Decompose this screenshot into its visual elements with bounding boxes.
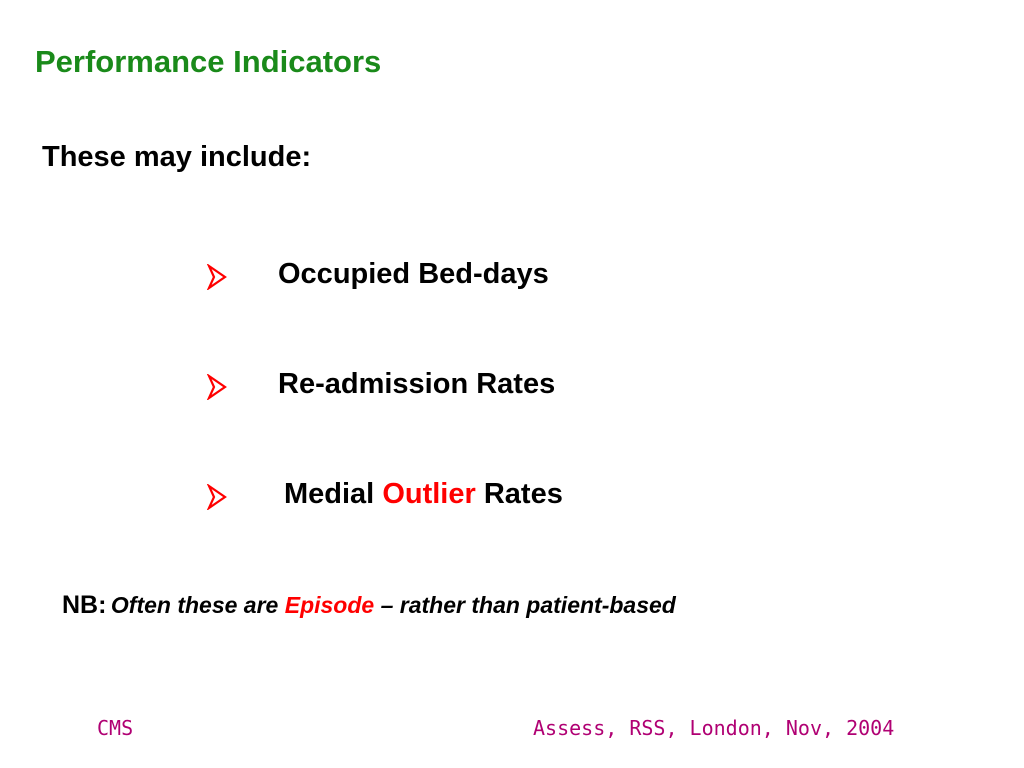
bullet-highlight: Outlier	[382, 478, 476, 510]
bullet-text: Medial Outlier Rates	[284, 478, 563, 511]
footer-right: Assess, RSS, London, Nov, 2004	[533, 716, 895, 740]
footer-left: CMS	[97, 716, 134, 740]
arrow-bullet-icon	[207, 264, 227, 290]
note: NB: Often these are Episode – rather tha…	[62, 591, 676, 620]
note-highlight: Episode	[284, 592, 375, 618]
bullet-text-after: Rates	[475, 478, 563, 510]
intro-text: These may include:	[42, 141, 312, 173]
bullet-text: Re-admission Rates	[278, 368, 555, 401]
arrow-bullet-icon	[207, 374, 227, 400]
slide-title: Performance Indicators	[35, 44, 382, 79]
note-text-after: – rather than patient-based	[374, 592, 676, 618]
arrow-bullet-icon	[207, 484, 227, 510]
bullet-text-before: Occupied Bed-days	[278, 258, 549, 290]
note-label: NB:	[62, 591, 107, 619]
bullet-text-before: Medial	[284, 478, 383, 510]
bullet-text: Occupied Bed-days	[278, 258, 549, 291]
bullet-text-before: Re-admission Rates	[278, 368, 556, 400]
note-text: Often these are Episode – rather than pa…	[111, 592, 676, 618]
note-text-before: Often these are	[110, 592, 285, 618]
